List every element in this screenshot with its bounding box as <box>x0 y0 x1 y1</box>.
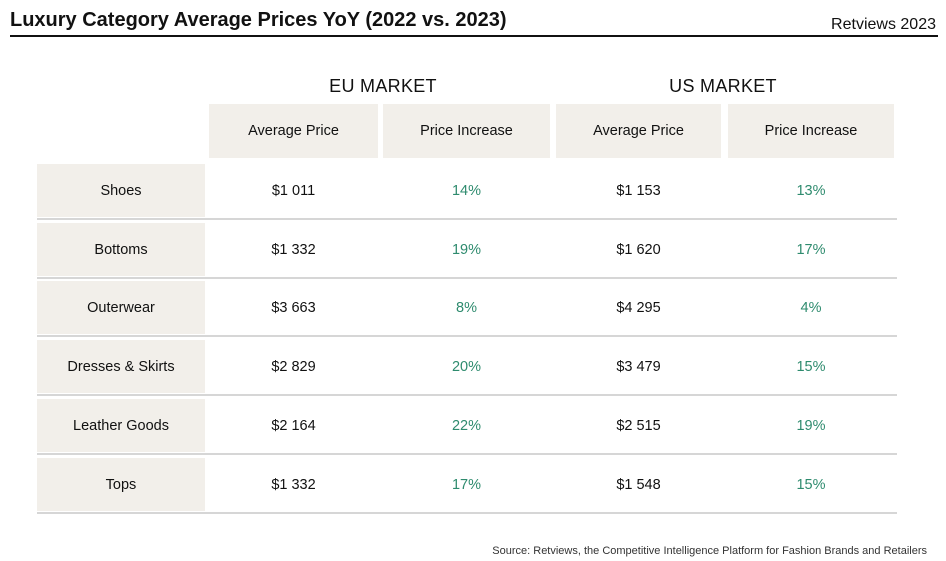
cell-tops-us-price-increase: 15% <box>796 476 826 493</box>
cell-outerwear-us-average-price: $4 295 <box>616 299 661 316</box>
market-label-us: US MARKET <box>669 76 777 96</box>
source-note: Source: Retviews, the Competitive Intell… <box>492 545 927 557</box>
cell-outerwear-us-price-increase: 4% <box>800 299 822 316</box>
cell-shoes-us-price-increase: 13% <box>796 182 826 199</box>
cell-tops-us-average-price: $1 548 <box>616 476 661 493</box>
cell-bottoms-us-price-increase: 17% <box>796 241 826 258</box>
row-divider <box>37 453 897 455</box>
row-header-tops: Tops <box>37 458 205 511</box>
row-divider <box>37 335 897 337</box>
cell-dresses-skirts-eu-price-increase: 20% <box>451 358 482 375</box>
cell-leather-goods-us-average-price: $2 515 <box>616 417 661 434</box>
column-header-us-price-increase: Price Increase <box>728 104 894 158</box>
cell-dresses-skirts-us-price-increase: 15% <box>796 358 826 375</box>
row-header-dresses-skirts: Dresses & Skirts <box>37 340 205 393</box>
row-divider <box>37 394 897 396</box>
market-label-eu: EU MARKET <box>329 76 437 96</box>
chart-title: Luxury Category Average Prices YoY (2022… <box>10 9 507 31</box>
cell-shoes-us-average-price: $1 153 <box>616 182 661 199</box>
cell-leather-goods-eu-price-increase: 22% <box>451 417 482 434</box>
cell-shoes-eu-price-increase: 14% <box>451 182 482 199</box>
row-divider <box>37 218 897 220</box>
cell-bottoms-eu-average-price: $1 332 <box>271 241 316 258</box>
cell-bottoms-eu-price-increase: 19% <box>451 241 482 258</box>
cell-leather-goods-eu-average-price: $2 164 <box>271 417 316 434</box>
column-header-eu-average-price: Average Price <box>209 104 378 158</box>
brand-label: Retviews 2023 <box>831 16 936 33</box>
row-header-bottoms: Bottoms <box>37 223 205 276</box>
row-header-outerwear: Outerwear <box>37 281 205 334</box>
column-header-us-average-price: Average Price <box>556 104 721 158</box>
title-divider <box>10 35 938 37</box>
row-divider <box>37 512 897 514</box>
cell-leather-goods-us-price-increase: 19% <box>796 417 826 434</box>
cell-bottoms-us-average-price: $1 620 <box>616 241 661 258</box>
cell-tops-eu-price-increase: 17% <box>451 476 482 493</box>
row-header-leather-goods: Leather Goods <box>37 399 205 452</box>
cell-tops-eu-average-price: $1 332 <box>271 476 316 493</box>
row-header-shoes: Shoes <box>37 164 205 217</box>
cell-outerwear-eu-average-price: $3 663 <box>271 299 316 316</box>
cell-shoes-eu-average-price: $1 011 <box>271 182 316 199</box>
cell-dresses-skirts-us-average-price: $3 479 <box>616 358 661 375</box>
cell-outerwear-eu-price-increase: 8% <box>456 299 477 316</box>
column-header-eu-price-increase: Price Increase <box>383 104 550 158</box>
row-divider <box>37 277 897 279</box>
cell-dresses-skirts-eu-average-price: $2 829 <box>271 358 316 375</box>
